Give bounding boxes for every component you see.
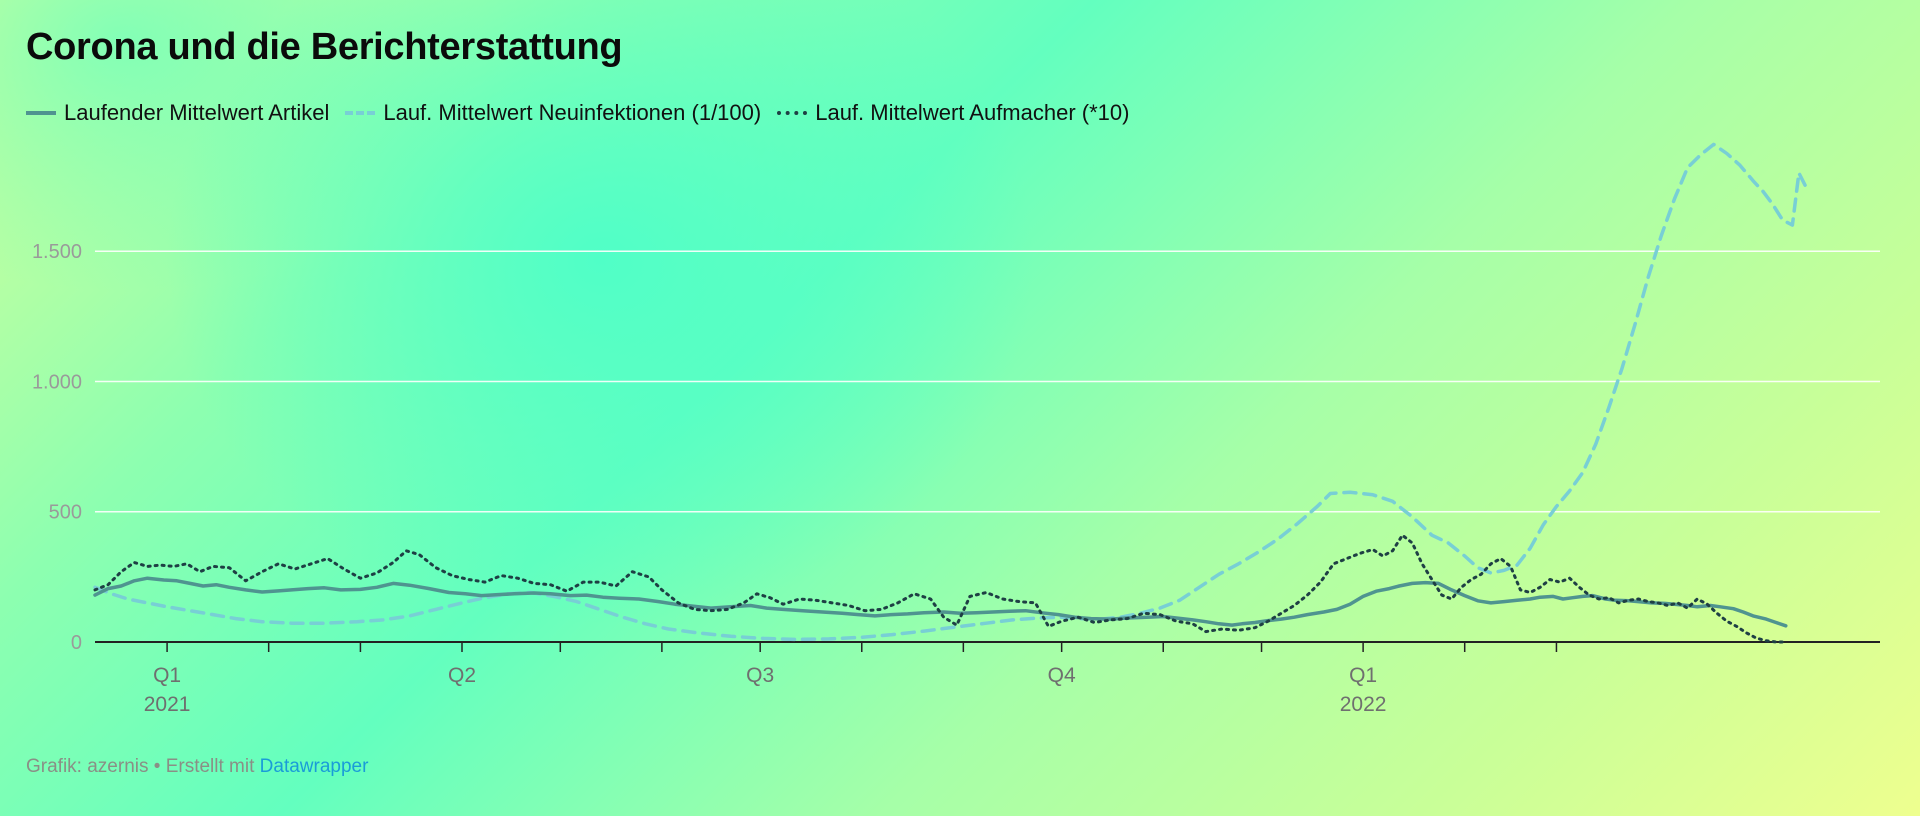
- legend-swatch-dotted: [777, 111, 808, 115]
- datawrapper-link[interactable]: Datawrapper: [259, 756, 369, 777]
- chart-title: Corona und die Berichterstattung: [26, 26, 623, 68]
- x-tick-label: Q1: [153, 664, 181, 687]
- legend-item-infections: Lauf. Mittelwert Neuinfektionen (1/100): [345, 100, 761, 126]
- series-line-leaders: [93, 533, 1788, 644]
- y-tick-label: 500: [49, 502, 82, 524]
- legend-swatch-dashed: [345, 111, 376, 115]
- x-tick-label: Q1: [1349, 664, 1377, 687]
- legend-label-infections: Lauf. Mittelwert Neuinfektionen (1/100): [383, 100, 762, 125]
- chart-footer: Grafik: azernis • Erstellt mit Datawrapp…: [26, 756, 368, 778]
- x-tick-sublabel: 2021: [144, 693, 191, 716]
- legend-label-articles: Laufender Mittelwert Artikel: [64, 100, 330, 125]
- x-tick-label: Q3: [746, 664, 774, 687]
- x-tick-label: Q4: [1048, 664, 1076, 687]
- legend-swatch-solid: [26, 111, 56, 115]
- y-tick-label: 0: [71, 632, 82, 654]
- x-tick-sublabel: 2022: [1340, 693, 1387, 716]
- series-line-infections: [93, 142, 1808, 642]
- footer-credit: Grafik: azernis • Erstellt mit: [26, 756, 255, 777]
- series-line-articles: [93, 576, 1788, 628]
- legend-item-articles: Laufender Mittelwert Artikel: [26, 100, 329, 126]
- legend: Laufender Mittelwert Artikel Lauf. Mitte…: [26, 100, 1145, 126]
- y-tick-label: 1.000: [32, 371, 82, 393]
- legend-item-leaders: Lauf. Mittelwert Aufmacher (*10): [777, 100, 1129, 126]
- y-tick-label: 1.500: [32, 241, 82, 263]
- x-tick-label: Q2: [448, 664, 476, 687]
- legend-label-leaders: Lauf. Mittelwert Aufmacher (*10): [815, 100, 1130, 125]
